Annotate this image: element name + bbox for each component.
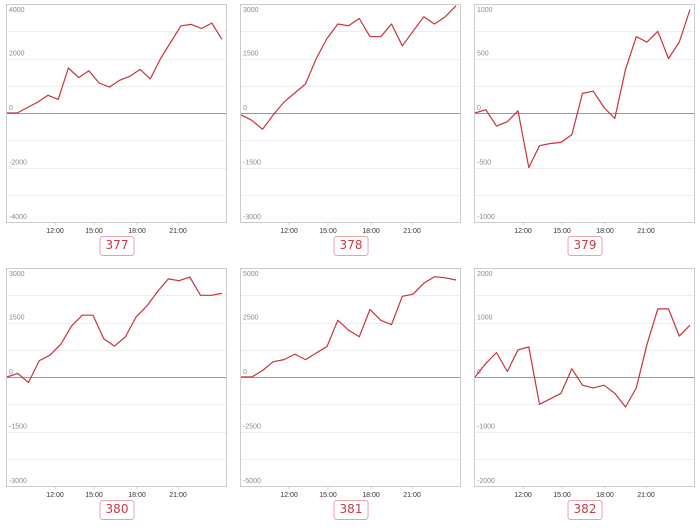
- y-tick-label: 0: [243, 105, 247, 112]
- chart-svg-378: 3000 1500 0 -1500 -3000 12:00 15:00 18:00 21:00: [240, 4, 461, 235]
- y-tick-label: 2000: [9, 51, 25, 58]
- x-tick-label: 18:00: [128, 228, 146, 235]
- y-tick-label: -1500: [243, 160, 261, 167]
- series-line: [7, 22, 223, 114]
- x-tick-label: 15:00: [553, 228, 571, 235]
- x-tick-label: 12:00: [280, 228, 298, 235]
- y-tick-label: -1000: [477, 424, 495, 431]
- x-tick-label: 15:00: [319, 228, 337, 235]
- y-tick-label: 5000: [243, 271, 259, 278]
- chart-id-badge[interactable]: 381: [333, 500, 369, 520]
- x-tick-label: 12:00: [514, 492, 532, 499]
- chart-id-badge[interactable]: 382: [567, 500, 603, 520]
- y-tick-label: 0: [243, 369, 247, 376]
- x-tick-label: 18:00: [596, 492, 614, 499]
- x-tick-label: 12:00: [514, 228, 532, 235]
- y-tick-label: -3000: [9, 478, 27, 485]
- x-tick-label: 12:00: [46, 492, 64, 499]
- chart-panel-379: 1000 500 0 -500 -1000 12:00 15:00 18:00 21:00 379: [474, 4, 695, 262]
- chart-svg-379: 1000 500 0 -500 -1000 12:00 15:00 18:00 21:00: [474, 4, 695, 235]
- chart-id-badge[interactable]: 377: [99, 236, 135, 256]
- x-tick-label: 21:00: [637, 228, 655, 235]
- x-tick-label: 18:00: [362, 492, 380, 499]
- y-tick-label: 3000: [9, 271, 25, 278]
- chart-panel-378: 3000 1500 0 -1500 -3000 12:00 15:00 18:00 21:00 3…: [240, 4, 461, 262]
- y-tick-label: -2000: [477, 478, 495, 485]
- y-tick-label: -4000: [9, 214, 27, 221]
- x-tick-label: 21:00: [169, 492, 187, 499]
- y-tick-label: -5000: [243, 478, 261, 485]
- series-line: [240, 5, 457, 130]
- x-tick-label: 15:00: [553, 492, 571, 499]
- chart-id-badge[interactable]: 379: [567, 236, 603, 256]
- y-tick-label: 2500: [243, 315, 259, 322]
- x-tick-label: 12:00: [280, 492, 298, 499]
- y-tick-label: 1500: [9, 315, 25, 322]
- x-tick-label: 12:00: [46, 228, 64, 235]
- y-tick-label: 0: [9, 105, 13, 112]
- x-tick-label: 21:00: [403, 492, 421, 499]
- chart-panel-381: 5000 2500 0 -2500 -5000 12:00 15:00 18:00 21:00 3…: [240, 268, 461, 526]
- chart-svg-381: 5000 2500 0 -2500 -5000 12:00 15:00 18:00 21:00: [240, 268, 461, 499]
- y-tick-label: -1500: [9, 424, 27, 431]
- x-tick-label: 15:00: [319, 492, 337, 499]
- x-tick-label: 21:00: [637, 492, 655, 499]
- x-tick-label: 21:00: [169, 228, 187, 235]
- chart-panel-382: 2000 1000 0 -1000 -2000 12:00 15:00 18:00 21:00 3…: [474, 268, 695, 526]
- y-tick-label: 3000: [243, 7, 259, 14]
- y-tick-label: 500: [477, 51, 489, 58]
- x-tick-label: 18:00: [596, 228, 614, 235]
- y-tick-label: -2500: [243, 424, 261, 431]
- x-tick-label: 21:00: [403, 228, 421, 235]
- y-tick-label: 0: [477, 105, 481, 112]
- y-tick-label: 1500: [243, 51, 259, 58]
- chart-panel-377: 4000 2000 0 -2000 -4000 12:00 15:00 18:00 21:00 3…: [6, 4, 227, 262]
- x-tick-label: 15:00: [85, 492, 103, 499]
- y-tick-label: -3000: [243, 214, 261, 221]
- series-line: [6, 276, 223, 384]
- y-tick-label: -2000: [9, 160, 27, 167]
- chart-panel-380: 3000 1500 0 -1500 -3000 12:00 15:00 18:00 21:00 3…: [6, 268, 227, 526]
- y-tick-label: 4000: [9, 7, 25, 14]
- x-tick-label: 18:00: [128, 492, 146, 499]
- x-tick-label: 18:00: [362, 228, 380, 235]
- y-tick-label: -1000: [477, 214, 495, 221]
- series-line: [474, 9, 691, 169]
- chart-svg-380: 3000 1500 0 -1500 -3000 12:00 15:00 18:00 21:00: [6, 268, 227, 499]
- series-line: [474, 308, 691, 408]
- chart-svg-377: 4000 2000 0 -2000 -4000 12:00 15:00 18:00 21:00: [6, 4, 227, 235]
- chart-id-badge[interactable]: 378: [333, 236, 369, 256]
- series-line: [241, 276, 457, 378]
- y-tick-label: 2000: [477, 271, 493, 278]
- y-tick-label: 1000: [477, 7, 493, 14]
- y-tick-label: -500: [477, 160, 491, 167]
- chart-id-badge[interactable]: 380: [99, 500, 135, 520]
- y-tick-label: 0: [9, 369, 13, 376]
- y-tick-label: 1000: [477, 315, 493, 322]
- x-tick-label: 15:00: [85, 228, 103, 235]
